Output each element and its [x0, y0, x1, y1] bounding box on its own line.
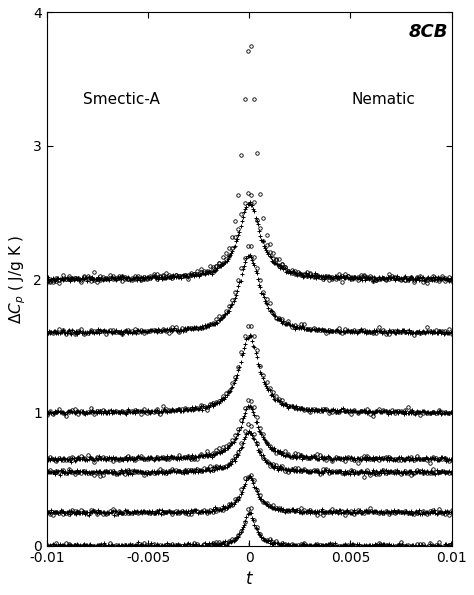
- Y-axis label: $\Delta C_p$ ( J/g K ): $\Delta C_p$ ( J/g K ): [7, 234, 27, 324]
- X-axis label: t: t: [246, 570, 253, 588]
- Text: Nematic: Nematic: [351, 92, 415, 107]
- Text: Smectic-A: Smectic-A: [83, 92, 160, 107]
- Text: 8CB: 8CB: [408, 23, 447, 41]
